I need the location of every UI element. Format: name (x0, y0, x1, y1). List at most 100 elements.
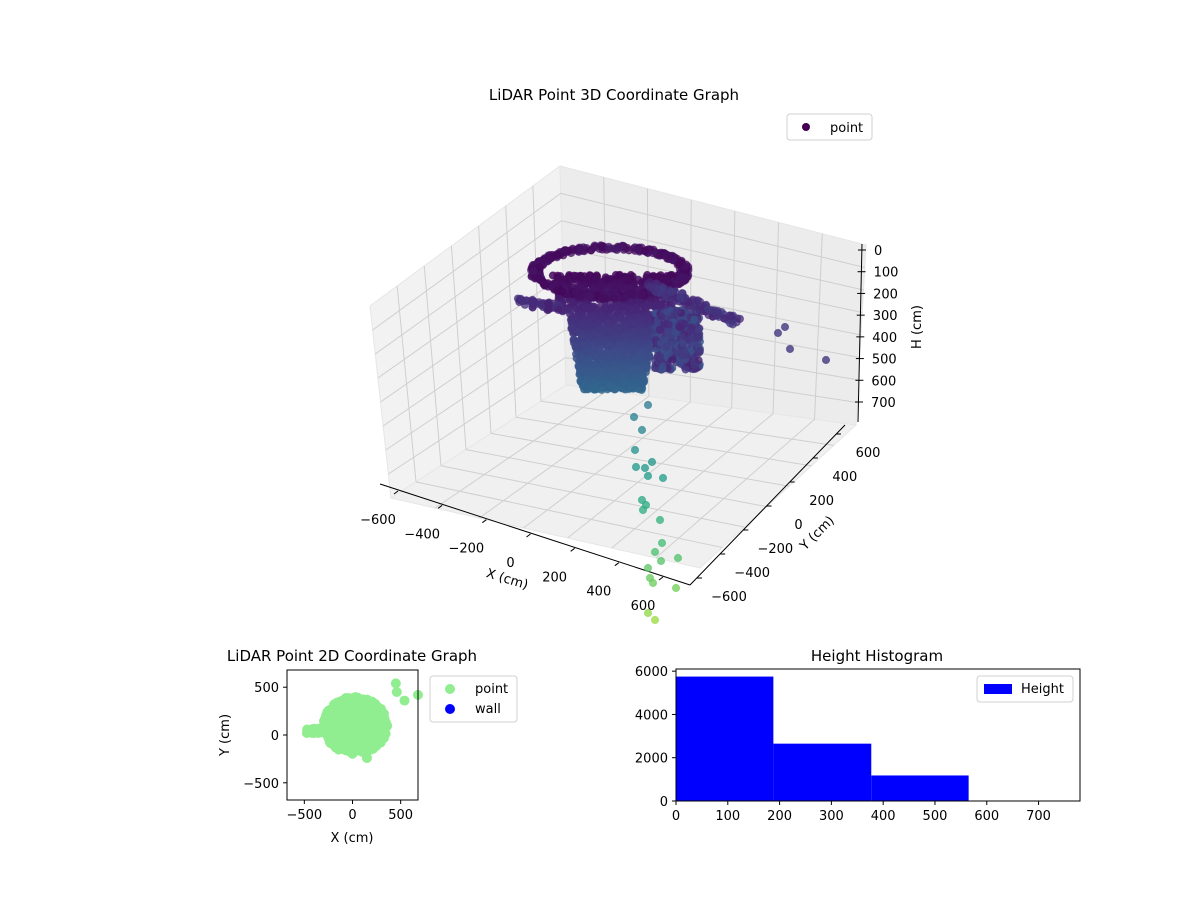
grid-line (540, 400, 834, 446)
histogram-bar (676, 676, 774, 801)
point-3d (607, 303, 616, 312)
point-3d (580, 366, 590, 375)
point-2d (303, 726, 314, 737)
point-3d (604, 242, 613, 251)
point-3d (630, 374, 639, 383)
point-3d (594, 373, 604, 382)
x-tick-label-3d: 0 (506, 556, 514, 571)
point-3d (703, 304, 713, 313)
y-axis-3d (689, 424, 846, 586)
point-3d (604, 353, 613, 362)
point-3d (655, 515, 665, 525)
point-3d (581, 358, 591, 368)
point-3d (529, 267, 538, 276)
point-3d (712, 310, 722, 319)
chart-histogram: Height Histogram 0 100 200 300 400 500 600 7000… (635, 647, 1081, 824)
point-2d (331, 703, 342, 714)
point-2d (356, 721, 367, 732)
point-3d (685, 334, 695, 343)
grid-line (388, 357, 566, 475)
point-3d (628, 289, 637, 298)
point-3d (586, 292, 596, 301)
legend-3d[interactable]: point (786, 113, 873, 141)
z-ticks-3d: 0 100 200 300 400 500 600 700 (855, 244, 898, 411)
point-3d (694, 325, 703, 334)
x-tick-3d (482, 519, 487, 524)
x-tick-3d (658, 576, 664, 581)
point-2d (371, 737, 382, 748)
grid-line (415, 481, 723, 549)
legend-label-point: point (830, 121, 863, 136)
point-3d (580, 304, 589, 313)
point-2d (352, 707, 363, 718)
legend-2d[interactable]: point wall (429, 675, 518, 723)
x-tick-3d (570, 547, 575, 552)
point-3d (673, 553, 683, 563)
x-tick-label-hist: 700 (1026, 809, 1051, 824)
point-3d (587, 348, 596, 357)
point-3d (675, 358, 684, 367)
legend-marker-point-2d (445, 684, 455, 694)
z-tick-label-3d: 500 (872, 353, 897, 368)
legend-label-point-2d: point (475, 682, 508, 697)
x-axis-3d (379, 483, 691, 586)
point-3d (560, 246, 569, 256)
point-3d (671, 583, 681, 593)
point-3d (528, 300, 538, 309)
grid-line (372, 192, 562, 331)
point-2d (399, 695, 410, 706)
point-3d (567, 323, 576, 332)
y-tick-label-3d: 0 (794, 518, 802, 533)
point-3d (641, 329, 650, 338)
point-3d (517, 296, 526, 305)
z-tick-label-3d: 0 (874, 244, 882, 259)
point-3d (598, 312, 607, 321)
x-tick-label-hist: 500 (923, 809, 948, 824)
point-3d (668, 355, 677, 364)
point-3d (584, 318, 593, 327)
point-2d (325, 734, 336, 745)
y-tick-label-3d: 200 (809, 494, 834, 509)
z-tick-label-3d: 100 (874, 266, 899, 281)
point-3d (595, 332, 605, 341)
histogram-bar (773, 743, 872, 801)
z-axis-label-3d: H (cm) (910, 305, 925, 349)
grid-line (561, 220, 864, 291)
legend-label-height: Height (1021, 682, 1064, 697)
point-3d (580, 380, 589, 389)
x-tick-label-hist: 100 (715, 809, 740, 824)
point-2d (355, 696, 366, 707)
point-3d (671, 328, 680, 337)
point-3d (652, 285, 661, 294)
point-3d (600, 294, 609, 303)
x-tick-3d (526, 533, 531, 538)
point-2d (370, 698, 381, 709)
y-tick-label-3d: 600 (856, 446, 881, 461)
grid-line (434, 390, 608, 509)
grid-line (385, 329, 565, 451)
point-3d (616, 281, 625, 290)
point-2d (351, 735, 362, 746)
point-3d (572, 304, 581, 313)
point-3d (591, 383, 600, 392)
point-3d (657, 312, 666, 321)
point-3d (648, 578, 658, 588)
point-3d (637, 425, 647, 435)
legend-hist[interactable]: Height (976, 675, 1074, 703)
point-3d (630, 445, 640, 455)
x-tick-label-2d: 0 (348, 808, 356, 823)
point-3d (660, 291, 670, 300)
point-3d (553, 286, 562, 295)
point-3d (642, 362, 651, 371)
y-tick-label-3d: −200 (757, 542, 793, 557)
point-3d (633, 366, 643, 375)
z-tick-label-3d: 400 (872, 331, 897, 346)
point-3d (535, 262, 544, 272)
legend-marker-wall (445, 704, 455, 714)
legend-marker-height (984, 684, 1012, 694)
point-2d (339, 722, 350, 733)
y-tick-label-2d: 0 (271, 729, 279, 744)
point-3d (617, 303, 627, 312)
point-3d (687, 323, 696, 332)
